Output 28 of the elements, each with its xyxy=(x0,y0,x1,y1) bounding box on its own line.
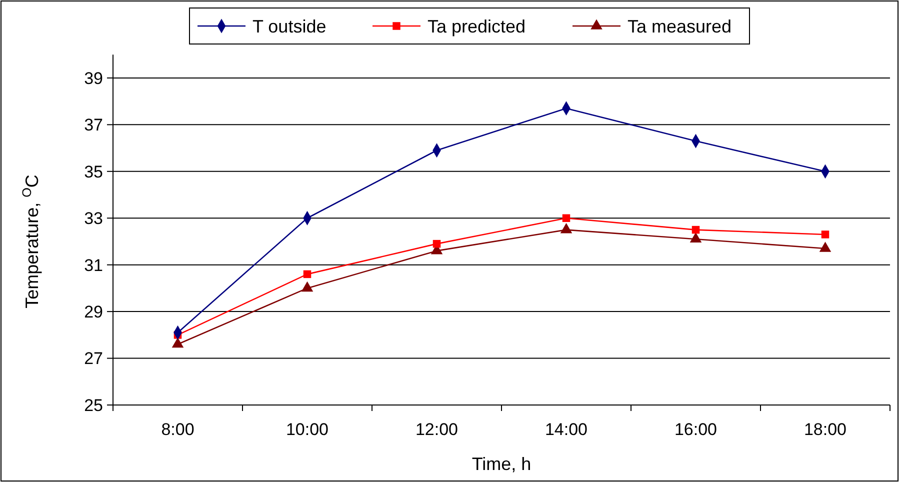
y-tick-label: 33 xyxy=(84,209,103,228)
y-tick-label: 27 xyxy=(84,349,103,368)
point xyxy=(821,230,830,238)
x-tick-label: 8:00 xyxy=(161,420,194,439)
legend-label: Ta measured xyxy=(628,16,732,36)
point xyxy=(432,240,441,248)
y-tick-label: 29 xyxy=(84,302,103,322)
point xyxy=(172,337,184,348)
point xyxy=(692,226,700,234)
x-tick-label: 10:00 xyxy=(286,420,329,439)
y-tick-label: 37 xyxy=(84,116,103,135)
x-tick-label: 12:00 xyxy=(415,420,458,439)
y-tick-label: 31 xyxy=(84,256,103,275)
point xyxy=(301,281,314,292)
point xyxy=(560,223,572,234)
x-tick-label: 18:00 xyxy=(804,420,847,439)
legend-label: Ta predicted xyxy=(428,16,526,36)
x-tick-label: 14:00 xyxy=(544,420,588,439)
y-tick-label: 39 xyxy=(84,68,103,88)
point xyxy=(303,270,312,278)
y-tick-label: 35 xyxy=(84,162,103,182)
point xyxy=(690,232,702,243)
point xyxy=(819,242,832,252)
y-tick-label: 25 xyxy=(84,396,103,415)
point xyxy=(562,214,570,222)
x-axis-title: Time, h xyxy=(472,454,532,474)
legend-label: T outside xyxy=(252,16,326,36)
x-tick-label: 16:00 xyxy=(674,420,718,439)
